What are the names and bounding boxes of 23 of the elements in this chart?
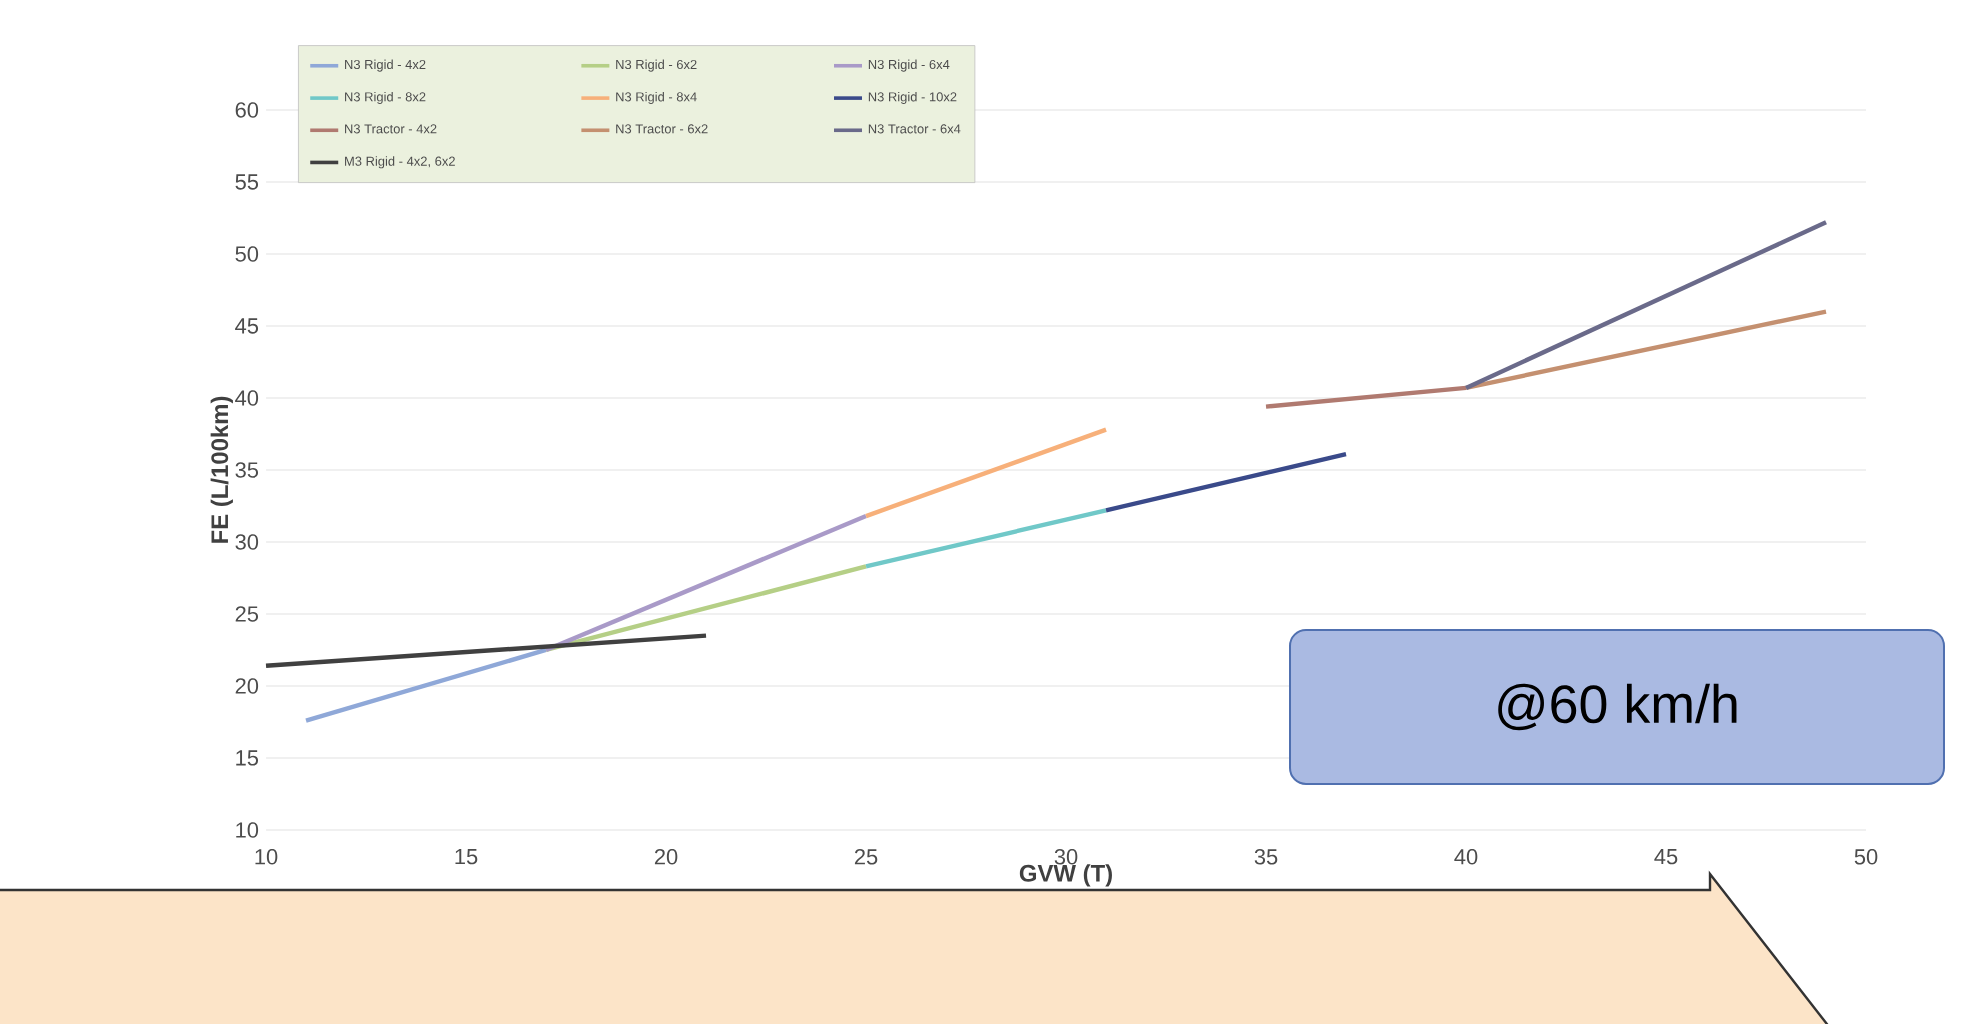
y-tick-label: 25 bbox=[235, 606, 259, 622]
x-tick-label: 50 bbox=[1854, 849, 1878, 865]
x-tick-label: 25 bbox=[854, 849, 878, 865]
y-tick-label: 60 bbox=[235, 102, 259, 118]
y-tick-label: 20 bbox=[235, 678, 259, 694]
x-tick-label: 20 bbox=[654, 849, 678, 865]
y-tick-label: 35 bbox=[235, 462, 259, 478]
x-tick-label: 10 bbox=[255, 849, 278, 865]
x-tick-label: 15 bbox=[455, 849, 478, 865]
y-tick-label: 55 bbox=[235, 174, 259, 190]
x-tick-label: 45 bbox=[1654, 849, 1678, 865]
y-tick-label: 30 bbox=[235, 534, 259, 550]
y-tick-label: 15 bbox=[236, 750, 259, 766]
x-tick-label: 40 bbox=[1454, 849, 1478, 865]
x-axis-title: GVW (T) bbox=[1019, 864, 1112, 887]
y-axis-title: FE (L/100km) bbox=[210, 396, 233, 543]
y-tick-label: 40 bbox=[235, 390, 259, 406]
y-tick-label: 10 bbox=[236, 822, 259, 838]
x-tick-label: 35 bbox=[1254, 849, 1278, 865]
y-tick-label: 50 bbox=[235, 246, 259, 262]
annotation: @60 km/h bbox=[1498, 683, 1737, 731]
x-tick-label: 30 bbox=[1054, 849, 1078, 865]
y-tick-label: 45 bbox=[235, 318, 259, 334]
